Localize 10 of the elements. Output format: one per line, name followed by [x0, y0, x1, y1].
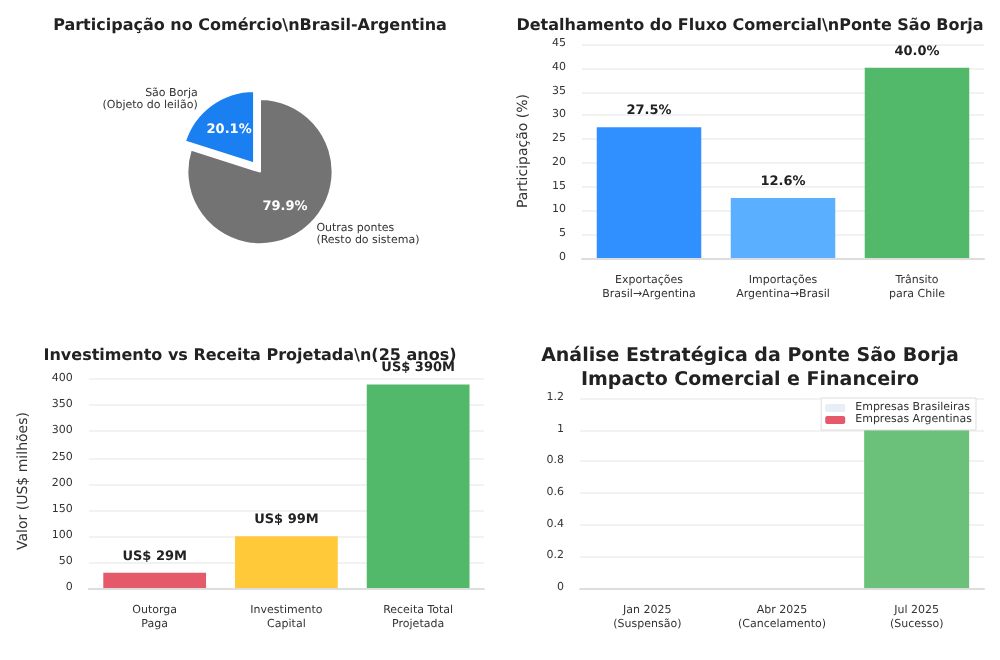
bar [730, 198, 836, 258]
bar [864, 67, 970, 258]
chart-title: Análise Estratégica da Ponte São Borja Impacto Comercial e Financeiro [541, 345, 959, 391]
bar [596, 127, 702, 258]
bar [235, 536, 338, 588]
bar [103, 572, 207, 588]
bar [366, 384, 470, 588]
chart-title: Investimento vs Receita Projetada\n(25 anos) [43, 346, 457, 364]
chart-title: Detalhamento do Fluxo Comercial\nPonte São Borja [516, 16, 984, 34]
chart-title: Participação no Comércio\nBrasil-Argentina [53, 16, 447, 34]
